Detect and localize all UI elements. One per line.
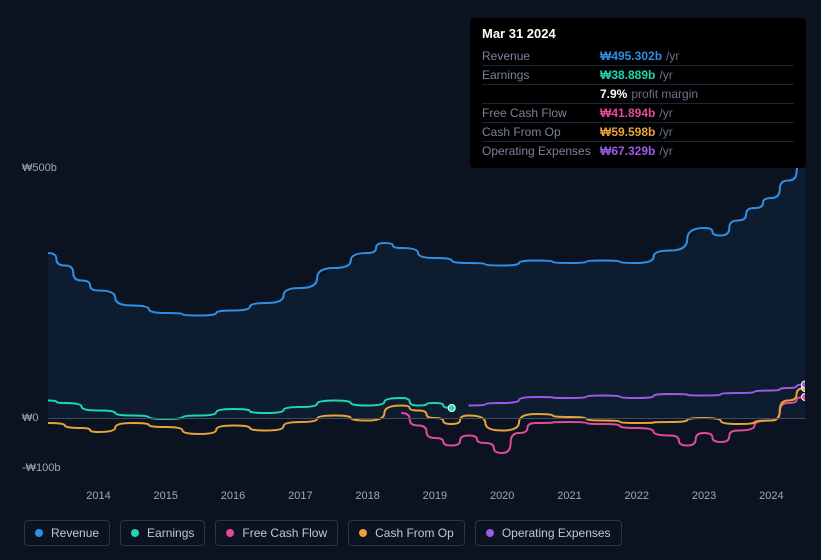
tooltip-metric-suffix: profit margin (631, 87, 698, 101)
tooltip-metric-value: ₩38.889b (600, 68, 655, 82)
chart-plot-area[interactable] (48, 168, 805, 468)
series-fill-revenue (48, 168, 805, 418)
x-axis-tick-label: 2018 (355, 490, 379, 502)
tooltip-metric-suffix: /yr (659, 106, 672, 120)
chart-svg (48, 168, 805, 468)
financial-chart[interactable]: ₩500b₩0-₩100b 20142015201620172018201920… (20, 160, 805, 480)
x-axis-tick-label: 2023 (692, 490, 716, 502)
tooltip-metric-suffix: /yr (659, 125, 672, 139)
tooltip-metric-label: Operating Expenses (482, 144, 600, 158)
tooltip-row: Revenue₩495.302b/yr (482, 47, 794, 65)
tooltip-metric-value: ₩67.329b (600, 144, 655, 158)
tooltip-row: Free Cash Flow₩41.894b/yr (482, 103, 794, 122)
tooltip-metric-value: ₩59.598b (600, 125, 655, 139)
x-axis-tick-label: 2015 (154, 490, 178, 502)
tooltip-row: Earnings₩38.889b/yr (482, 65, 794, 84)
legend-dot-icon (359, 529, 367, 537)
legend-dot-icon (35, 529, 43, 537)
tooltip-metric-label: Earnings (482, 68, 600, 82)
legend-dot-icon (486, 529, 494, 537)
tooltip-metric-label: Revenue (482, 49, 600, 63)
tooltip-metric-value: ₩495.302b (600, 49, 662, 63)
tooltip-metric-label (482, 87, 600, 101)
tooltip-metric-label: Free Cash Flow (482, 106, 600, 120)
x-axis-tick-label: 2022 (625, 490, 649, 502)
x-axis-tick-label: 2016 (221, 490, 245, 502)
legend-label: Earnings (147, 526, 194, 540)
tooltip-metric-label: Cash From Op (482, 125, 600, 139)
x-axis-tick-label: 2014 (86, 490, 110, 502)
legend-label: Free Cash Flow (242, 526, 327, 540)
tooltip-date: Mar 31 2024 (482, 26, 794, 41)
legend-item-cashop[interactable]: Cash From Op (348, 520, 465, 546)
series-end-marker-fcf (802, 394, 806, 401)
x-axis-tick-label: 2024 (759, 490, 783, 502)
series-end-marker-earnings (448, 405, 455, 412)
series-end-marker-opex (802, 381, 806, 388)
tooltip-row: Cash From Op₩59.598b/yr (482, 122, 794, 141)
tooltip-metric-suffix: /yr (659, 144, 672, 158)
x-axis-tick-label: 2021 (557, 490, 581, 502)
tooltip-row: 7.9% profit margin (482, 84, 794, 103)
tooltip-metric-suffix: /yr (659, 68, 672, 82)
tooltip-metric-suffix: /yr (666, 49, 679, 63)
chart-legend: Revenue Earnings Free Cash Flow Cash From O… (24, 520, 622, 546)
tooltip-row: Operating Expenses₩67.329b/yr (482, 141, 794, 160)
x-axis-tick-label: 2017 (288, 490, 312, 502)
y-axis-tick-label: ₩0 (22, 412, 39, 424)
legend-item-earnings[interactable]: Earnings (120, 520, 205, 546)
legend-label: Revenue (51, 526, 99, 540)
tooltip-metric-value: 7.9% (600, 87, 627, 101)
legend-item-revenue[interactable]: Revenue (24, 520, 110, 546)
legend-dot-icon (131, 529, 139, 537)
zero-baseline (48, 418, 805, 419)
legend-dot-icon (226, 529, 234, 537)
chart-tooltip: Mar 31 2024 Revenue₩495.302b/yrEarnings₩… (470, 18, 806, 168)
x-axis-tick-label: 2020 (490, 490, 514, 502)
x-axis-tick-label: 2019 (423, 490, 447, 502)
legend-item-fcf[interactable]: Free Cash Flow (215, 520, 338, 546)
legend-item-opex[interactable]: Operating Expenses (475, 520, 622, 546)
legend-label: Operating Expenses (502, 526, 611, 540)
legend-label: Cash From Op (375, 526, 454, 540)
tooltip-metric-value: ₩41.894b (600, 106, 655, 120)
